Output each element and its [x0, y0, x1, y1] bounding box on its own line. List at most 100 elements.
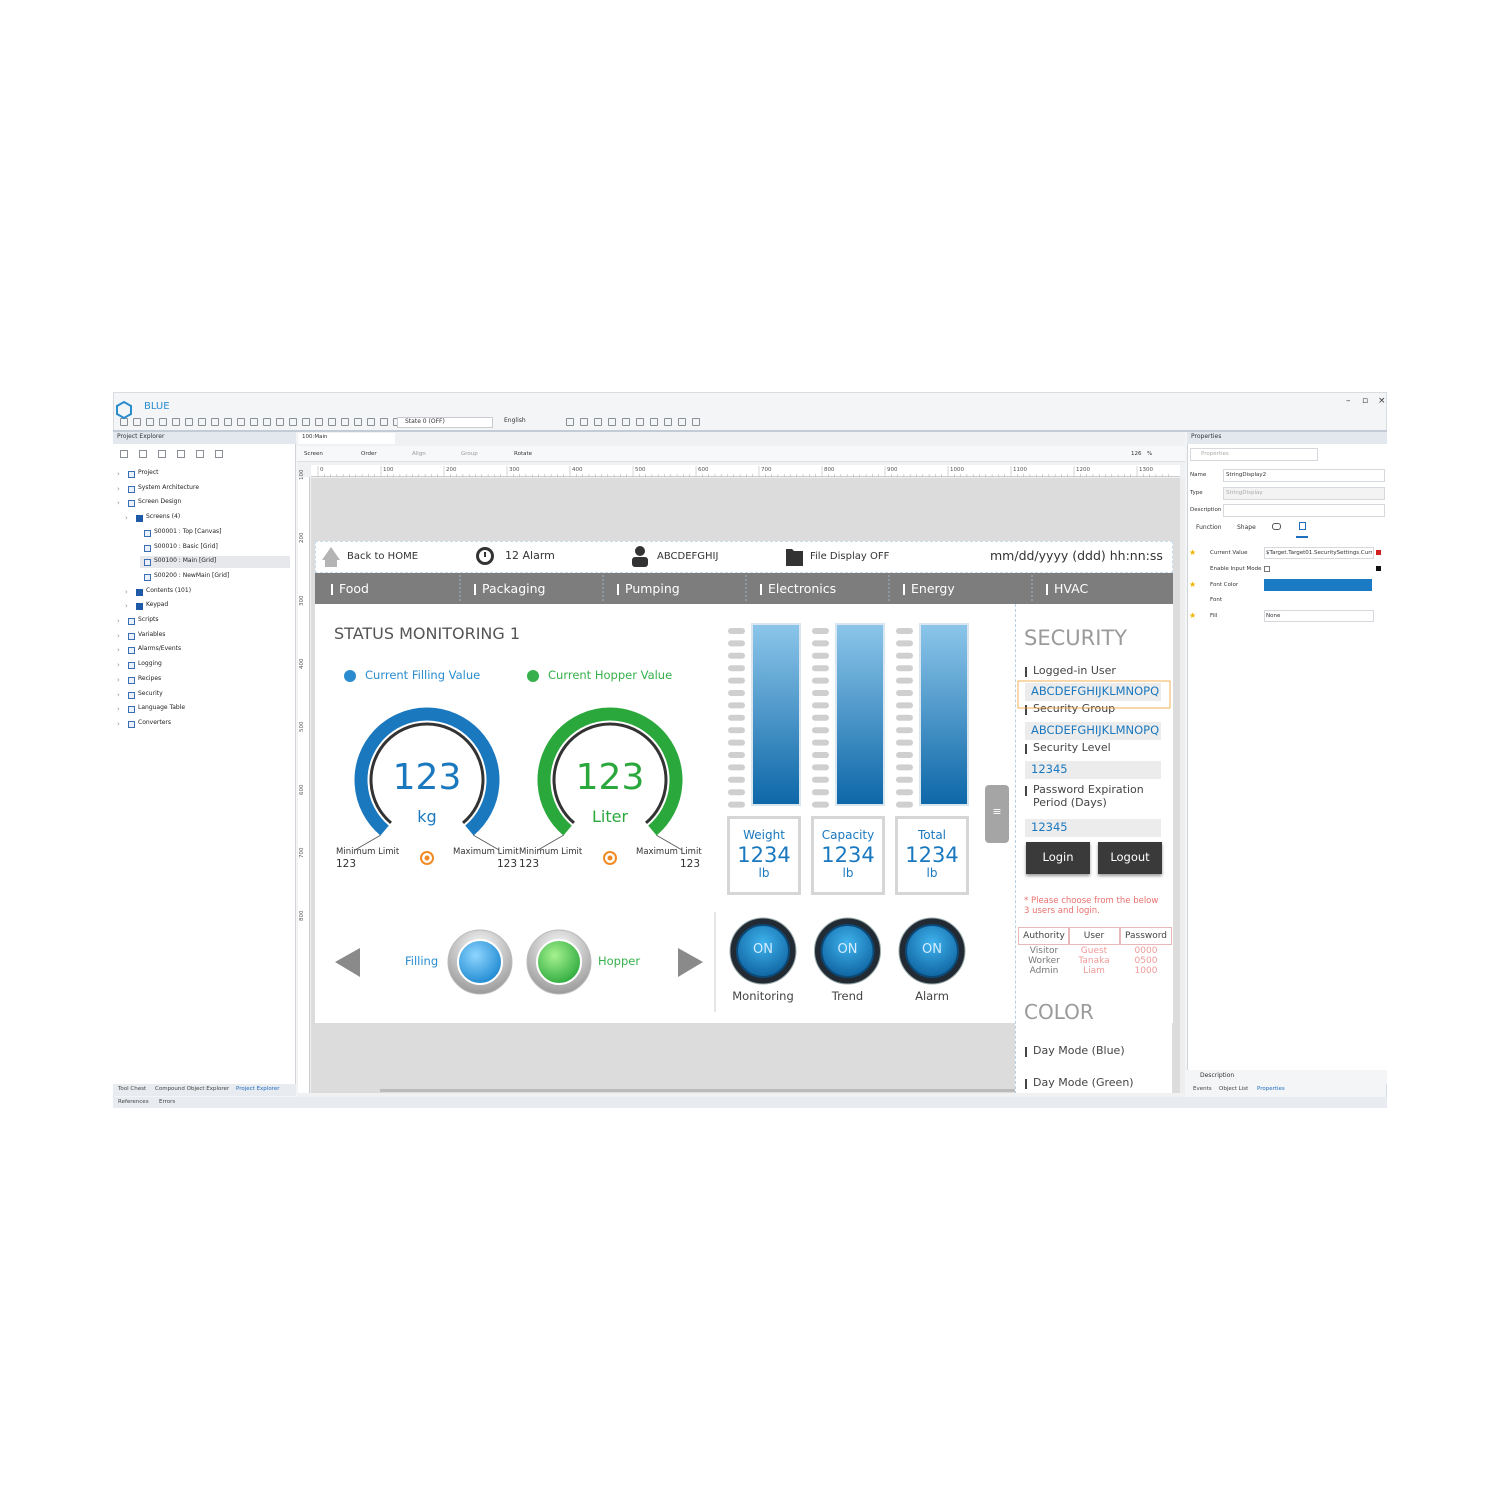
toolbar-icon[interactable] — [289, 418, 297, 426]
toolbar-icon[interactable] — [566, 418, 574, 426]
tree-arrow[interactable]: › — [125, 587, 128, 596]
tree-arrow[interactable]: › — [117, 470, 120, 478]
button-state[interactable]: ON — [753, 942, 773, 957]
toolbar-icon[interactable] — [263, 418, 271, 426]
control-label[interactable]: Filling — [405, 954, 439, 968]
checkbox[interactable] — [1264, 566, 1270, 572]
button-state[interactable]: ON — [922, 942, 942, 957]
color-mode[interactable]: Day Mode (Blue) — [1033, 1044, 1125, 1057]
tree-arrow[interactable]: › — [117, 646, 120, 655]
bottom-tab[interactable]: Errors — [159, 1099, 176, 1105]
toolbar-icon[interactable] — [354, 418, 362, 426]
prop-tab-icon[interactable] — [1272, 523, 1281, 530]
panel-tab[interactable]: Project Explorer — [236, 1086, 280, 1092]
tree-item[interactable]: Alarms/Events — [138, 645, 182, 653]
toolbar-icon[interactable] — [185, 418, 193, 426]
tree-item[interactable]: S00200 : NewMain [Grid] — [154, 571, 230, 579]
color-mode[interactable]: Day Mode (Green) — [1033, 1076, 1134, 1089]
toolbar-button[interactable]: Align — [412, 451, 426, 457]
tree-item[interactable]: Keypad — [146, 601, 169, 609]
tree-arrow[interactable]: › — [117, 499, 120, 508]
bottom-tab[interactable]: References — [118, 1099, 149, 1105]
toolbar-icon[interactable] — [120, 418, 128, 426]
tree-item[interactable]: S00100 : Main [Grid] — [154, 557, 217, 565]
toolbar-icon[interactable] — [146, 418, 154, 426]
toolbar-icon[interactable] — [250, 418, 258, 426]
tree-arrow[interactable]: › — [117, 661, 120, 670]
toolbar-icon[interactable] — [276, 418, 284, 426]
toolbar-icon[interactable] — [594, 418, 602, 426]
button-state[interactable]: ON — [837, 942, 858, 957]
tree-item[interactable]: Variables — [138, 630, 166, 638]
search-box[interactable]: Properties — [1190, 448, 1318, 461]
explorer-tool[interactable] — [215, 450, 223, 458]
toolbar-icon[interactable] — [302, 418, 310, 426]
explorer-tool[interactable] — [120, 450, 128, 458]
tree-item[interactable]: S00010 : Basic [Grid] — [154, 542, 218, 550]
nav-tab[interactable]: HVAC — [1054, 581, 1089, 596]
footer-label[interactable]: Description — [1200, 1072, 1235, 1079]
toolbar-icon[interactable] — [224, 418, 232, 426]
button[interactable]: Logout — [1098, 842, 1162, 874]
tree-arrow[interactable]: › — [117, 719, 120, 728]
tree-arrow[interactable]: › — [117, 690, 120, 699]
tree-arrow[interactable]: › — [117, 705, 120, 714]
panel-tab[interactable]: Tool Chest — [118, 1086, 147, 1092]
prop-tab-icon[interactable] — [1299, 522, 1306, 530]
prop-box[interactable] — [1223, 504, 1385, 517]
toolbar-icon[interactable] — [328, 418, 336, 426]
toolbar-icon[interactable] — [159, 418, 167, 426]
header-text[interactable]: Back to HOME — [347, 551, 419, 562]
window-control[interactable]: – — [1346, 396, 1351, 406]
toolbar-button[interactable]: Screen — [304, 451, 323, 457]
tree-arrow[interactable]: › — [125, 514, 128, 523]
prop-tab[interactable]: Function — [1196, 524, 1222, 531]
toolbar-icon[interactable] — [172, 418, 180, 426]
tree-item[interactable]: Converters — [138, 718, 172, 726]
tree-arrow[interactable]: › — [117, 484, 120, 493]
window-control[interactable]: ▫ — [1362, 396, 1369, 406]
explorer-tool[interactable] — [139, 450, 147, 458]
button[interactable]: Login — [1026, 842, 1090, 874]
tree-item[interactable]: Contents (101) — [146, 586, 192, 594]
toolbar-icon[interactable] — [650, 418, 658, 426]
explorer-tool[interactable] — [158, 450, 166, 458]
tree-arrow[interactable]: › — [117, 617, 120, 625]
tree-item[interactable]: Security — [138, 689, 163, 697]
prop-box[interactable] — [1264, 547, 1374, 559]
nav-tab[interactable]: Food — [339, 581, 369, 596]
tree-arrow[interactable]: › — [117, 675, 120, 684]
tree-item[interactable]: Recipes — [138, 674, 162, 682]
tree-item[interactable]: Project — [138, 469, 159, 476]
language-select[interactable]: English — [504, 417, 526, 424]
header-text[interactable]: 12 Alarm — [505, 549, 555, 562]
toolbar-icon[interactable] — [315, 418, 323, 426]
panel-tab[interactable]: Properties — [1257, 1086, 1285, 1092]
nav-tab[interactable]: Electronics — [768, 581, 837, 596]
toolbar-button[interactable]: Group — [461, 451, 478, 457]
toolbar-icon[interactable] — [664, 418, 672, 426]
toolbar-icon[interactable] — [211, 418, 219, 426]
toolbar-icon[interactable] — [692, 418, 700, 426]
toolbar-icon[interactable] — [380, 418, 388, 426]
toolbar-icon[interactable] — [198, 418, 206, 426]
prop-box[interactable] — [1223, 469, 1385, 482]
explorer-tool[interactable] — [177, 450, 185, 458]
toolbar-icon[interactable] — [133, 418, 141, 426]
panel-tab[interactable]: Compound Object Explorer — [155, 1086, 230, 1092]
color-swatch[interactable] — [1264, 579, 1372, 591]
toolbar-icon[interactable] — [608, 418, 616, 426]
nav-tab[interactable]: Packaging — [482, 581, 546, 596]
nav-tab[interactable]: Pumping — [625, 581, 680, 596]
tree-arrow[interactable]: › — [117, 631, 120, 640]
toolbar-icon[interactable] — [622, 418, 630, 426]
panel-tab[interactable]: Events — [1193, 1086, 1212, 1092]
side-handle[interactable]: ≡ — [985, 785, 1009, 843]
toolbar-button[interactable]: Rotate — [514, 451, 533, 457]
prop-box[interactable] — [1264, 610, 1374, 622]
toolbar-icon[interactable] — [367, 418, 375, 426]
window-control[interactable]: × — [1378, 396, 1386, 406]
header-text[interactable]: File Display OFF — [810, 551, 890, 562]
tree-arrow[interactable]: › — [125, 602, 128, 611]
toolbar-button[interactable]: Order — [361, 451, 377, 457]
